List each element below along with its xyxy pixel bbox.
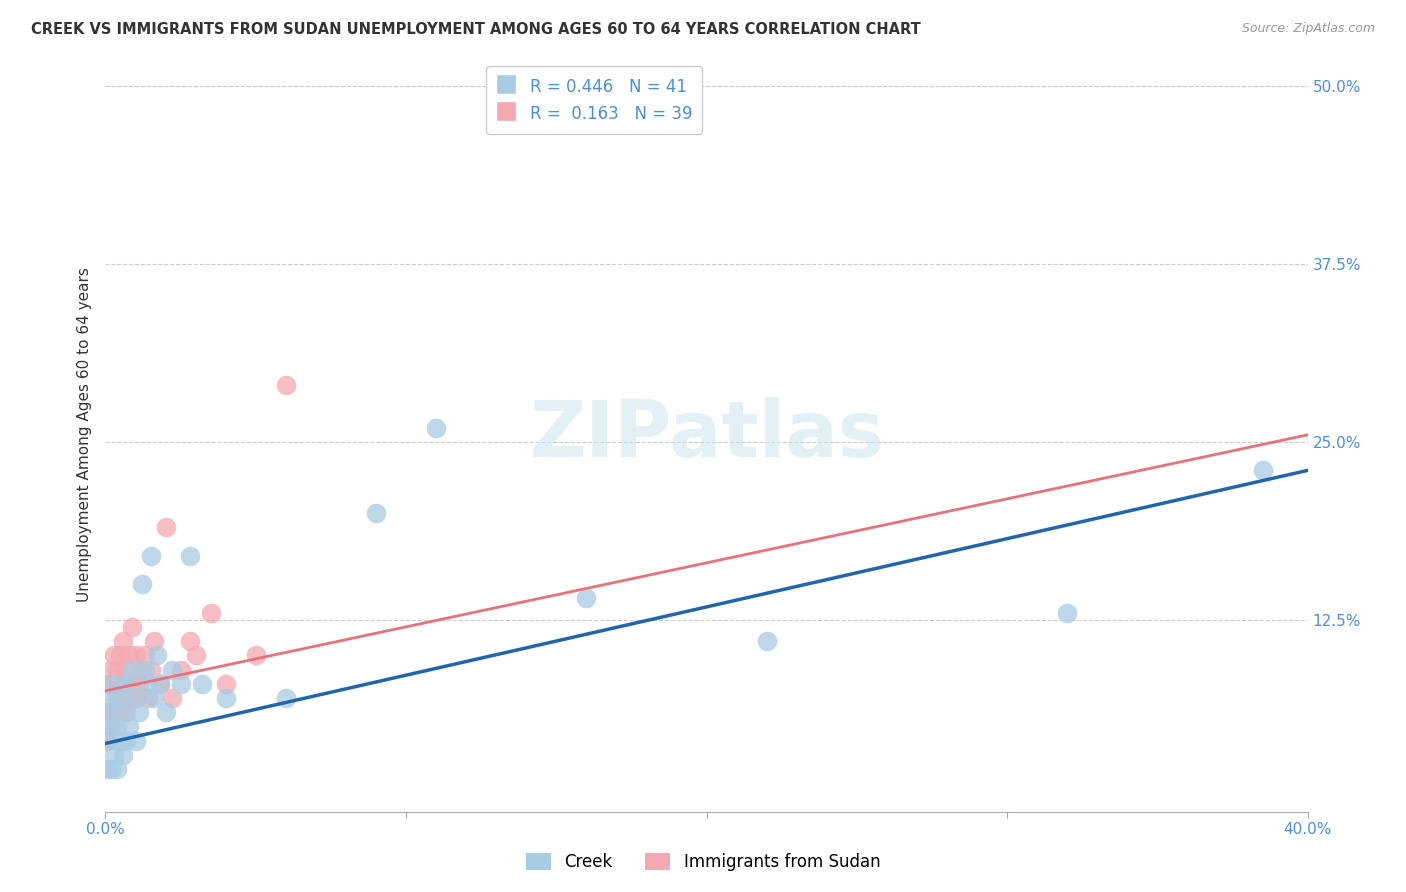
Point [425,421,447,435]
Point [115,663,138,677]
Point [100,719,122,733]
Point [134,648,156,663]
Text: CREEK VS IMMIGRANTS FROM SUDAN UNEMPLOYMENT AMONG AGES 60 TO 64 YEARS CORRELATIO: CREEK VS IMMIGRANTS FROM SUDAN UNEMPLOYM… [31,22,921,37]
Point [148,677,170,691]
Point [97,733,120,747]
Point [179,549,201,563]
Point [107,719,129,733]
Point [110,705,132,719]
Point [96,733,118,747]
Point [97,705,120,719]
Point [124,690,146,705]
Point [136,690,159,705]
Point [755,634,778,648]
Point [100,762,122,776]
Point [118,719,141,733]
Point [134,663,156,677]
Point [1056,606,1078,620]
Point [364,506,387,520]
Point [107,663,129,677]
Point [145,648,167,663]
Point [184,648,207,663]
Point [131,663,153,677]
Point [200,606,222,620]
Point [169,663,191,677]
Point [112,634,135,648]
Point [100,690,122,705]
Point [142,690,165,705]
Point [103,677,125,691]
Point [214,690,236,705]
Point [179,634,201,648]
Y-axis label: Unemployment Among Ages 60 to 64 years: Unemployment Among Ages 60 to 64 years [76,268,91,602]
Point [100,719,122,733]
Point [124,690,146,705]
Point [112,690,135,705]
Point [107,690,129,705]
Point [118,648,141,663]
Point [112,705,135,719]
Point [110,677,132,691]
Point [115,677,138,691]
Point [97,705,120,719]
Point [148,677,170,691]
Point [139,549,162,563]
Point [274,378,297,392]
Point [136,677,159,691]
Point [1251,463,1274,477]
Point [107,762,129,776]
Point [128,705,150,719]
Point [121,663,143,677]
Point [142,634,165,648]
Point [115,733,138,747]
Point [169,677,191,691]
Point [160,663,183,677]
Point [110,648,132,663]
Legend: R = 0.446   N = 41, R =  0.163   N = 39: R = 0.446 N = 41, R = 0.163 N = 39 [486,66,702,134]
Point [103,648,125,663]
Point [245,648,267,663]
Text: ZIPatlas: ZIPatlas [529,397,884,473]
Point [139,663,162,677]
Point [115,705,138,719]
Point [110,733,132,747]
Point [110,690,132,705]
Point [131,577,153,591]
Point [214,677,236,691]
Text: Source: ZipAtlas.com: Source: ZipAtlas.com [1241,22,1375,36]
Point [155,705,177,719]
Point [121,620,143,634]
Point [124,648,146,663]
Point [103,747,125,762]
Point [160,690,183,705]
Point [118,690,141,705]
Point [103,677,125,691]
Point [128,677,150,691]
Point [96,762,118,776]
Point [155,520,177,534]
Point [124,733,146,747]
Legend: Creek, Immigrants from Sudan: Creek, Immigrants from Sudan [517,845,889,880]
Point [97,677,120,691]
Point [112,747,135,762]
Point [274,690,297,705]
Point [121,677,143,691]
Point [190,677,212,691]
Point [100,663,122,677]
Point [575,591,598,606]
Point [103,705,125,719]
